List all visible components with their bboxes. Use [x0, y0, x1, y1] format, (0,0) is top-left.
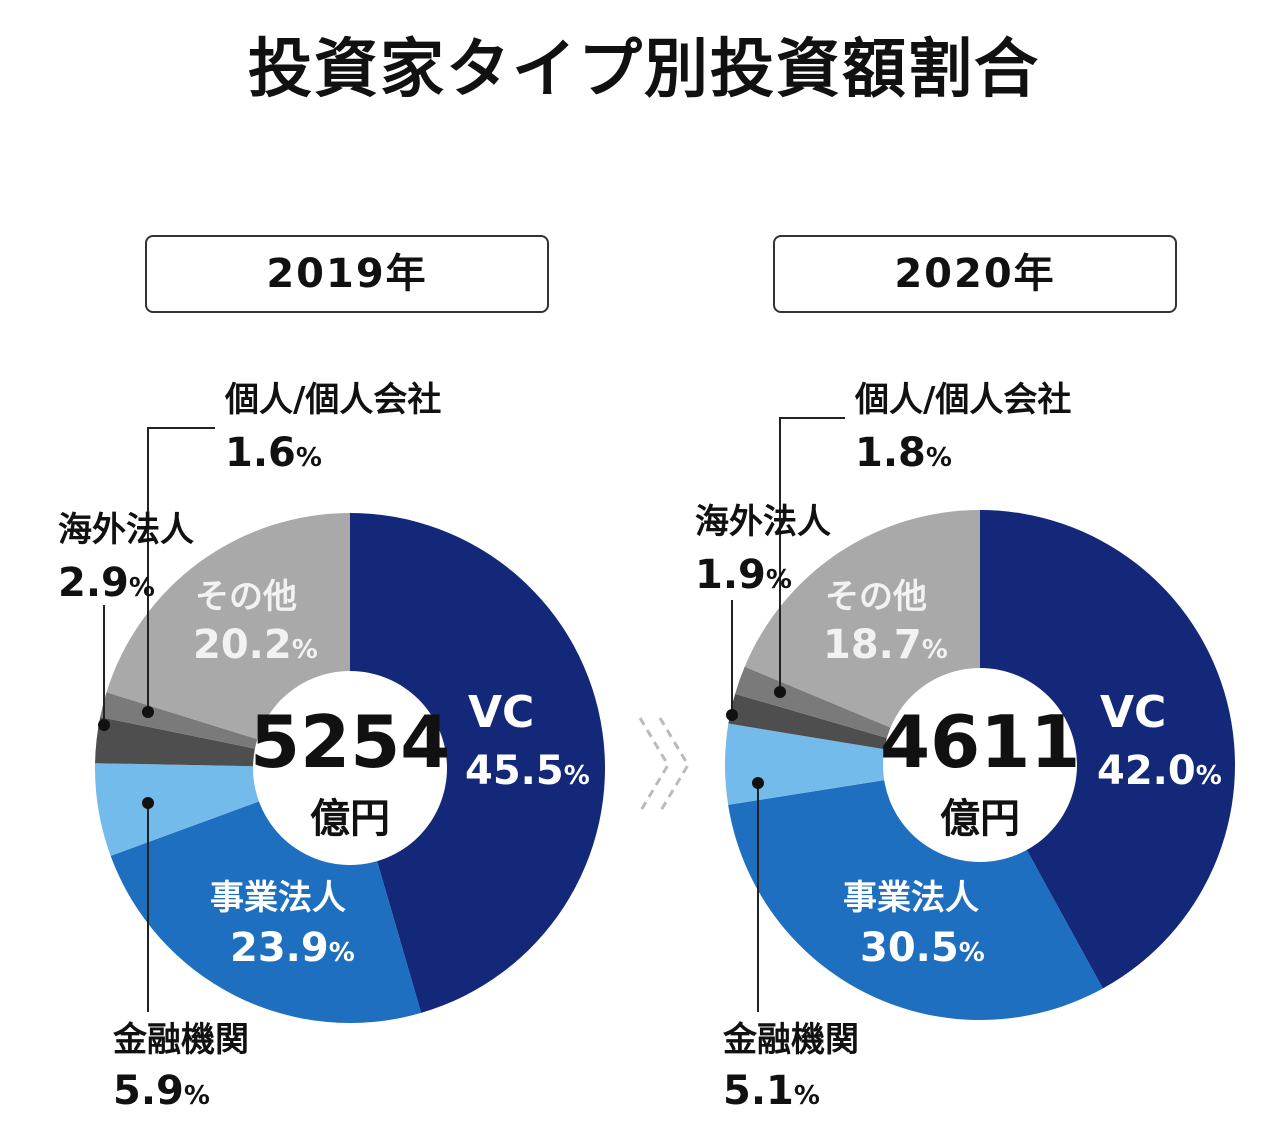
label-kinyu-2020: 金融機関 — [723, 1020, 859, 1060]
leader-kojin-2020 — [779, 417, 845, 692]
pct-jigyo-2019: 23.9% — [230, 925, 355, 971]
pct-kojin-2020: 1.8% — [855, 430, 952, 476]
year-label-2020: 2020年 — [773, 235, 1177, 313]
label-jigyo-2020: 事業法人 — [843, 878, 979, 918]
unit-2020: 億円 — [940, 796, 1020, 842]
label-other-2020: その他 — [825, 577, 927, 617]
leader-kojin-2020-dot — [774, 686, 786, 698]
pct-kaigai-2019: 2.9% — [58, 560, 155, 606]
pct-other-2020: 18.7% — [823, 622, 948, 668]
leader-kojin-2019 — [147, 427, 215, 712]
pct-kinyu-2019: 5.9% — [113, 1068, 210, 1114]
pct-jigyo-2020: 30.5% — [860, 925, 985, 971]
slice-kinyu-2020 — [725, 723, 980, 805]
label-kojin-2019: 個人/個人会社 — [225, 380, 442, 420]
pct-kojin-2019: 1.6% — [225, 430, 322, 476]
chevron-right-icon — [638, 717, 670, 813]
total-2019: 5254 — [250, 700, 451, 784]
label-vc-2019: VC — [468, 687, 535, 738]
total-2020: 4611 — [880, 700, 1081, 784]
leader-kinyu-2020-dot — [752, 777, 764, 789]
leader-kaigai-2020-dot — [726, 709, 738, 721]
label-kinyu-2019: 金融機関 — [113, 1020, 249, 1060]
leader-kinyu-2019-dot — [142, 797, 154, 809]
label-jigyo-2019: 事業法人 — [210, 878, 346, 918]
chart-title: 投資家タイプ別投資額割合 — [248, 33, 1040, 107]
year-label-2019: 2019年 — [145, 235, 549, 313]
pct-kinyu-2020: 5.1% — [723, 1068, 820, 1114]
label-kaigai-2020: 海外法人 — [695, 502, 831, 542]
pct-vc-2019: 45.5% — [465, 748, 590, 794]
label-kojin-2020: 個人/個人会社 — [855, 380, 1072, 420]
leader-kaigai-2019-dot — [98, 719, 110, 731]
label-vc-2020: VC — [1100, 687, 1167, 738]
unit-2019: 億円 — [310, 796, 390, 842]
chevron-right-icon — [658, 717, 690, 813]
label-kaigai-2019: 海外法人 — [58, 510, 194, 550]
pct-vc-2020: 42.0% — [1097, 748, 1222, 794]
slice-vc-2020 — [980, 510, 1236, 989]
slice-vc-2019 — [350, 513, 606, 1013]
donut-hole-2019 — [253, 671, 447, 865]
pct-kaigai-2020: 1.9% — [695, 552, 792, 598]
leader-kojin-2019-dot — [142, 706, 154, 718]
pct-other-2019: 20.2% — [193, 622, 318, 668]
donut-hole-2020 — [883, 668, 1077, 862]
label-other-2019: その他 — [195, 577, 297, 617]
